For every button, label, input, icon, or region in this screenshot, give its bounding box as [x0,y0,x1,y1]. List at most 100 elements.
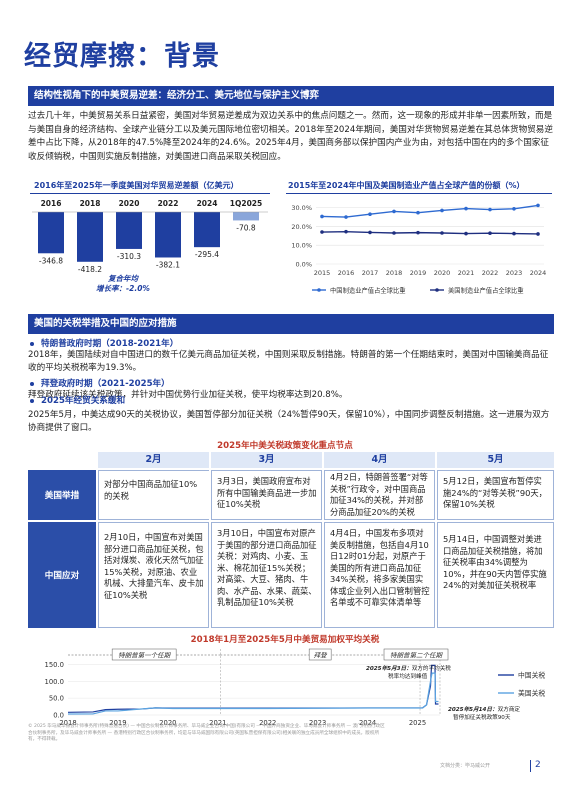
row-head-cn: 中国应对 [28,522,96,628]
bar-2020 [116,212,142,249]
cellbox-us [211,470,322,520]
period-label-1: 拜登 [314,652,329,660]
xtick-2018: 2018 [59,719,76,725]
ytick-label: 150.0 [45,661,64,669]
item3-head: 2025年经贸关系缓和 [30,394,125,406]
chart-left-rule [30,193,270,194]
cn-may: 5月14日，中国调整对美进口商品加征关税措施，将加征关税率由34%调整为10%，… [443,534,547,590]
chart-left-title: 2016年至2025年一季度美国对华贸易逆差额（亿美元） [34,181,239,190]
annotation-pause-2: 暂停加征关税政策90天 [453,713,511,721]
bar-value-2020: -310.3 [117,252,141,261]
bar-category-2024: 2024 [197,199,218,208]
xtick-2018: 2018 [386,269,403,277]
bar-value-1Q2025: -70.8 [236,223,256,232]
series-line-0 [321,204,539,218]
cn-mar: 3月10日，中国宣布对原产于美国的部分进口商品加征关税：对鸡肉、小麦、玉米、棉花… [217,528,317,607]
chart-right-title: 2015年至2024年中国及美国制造业产值占全球产值的份额（%） [288,181,525,190]
series-point [488,231,492,235]
series-point [416,230,420,235]
period-box-2 [383,648,449,661]
cn-apr: 4月4日，中国发布多项对美反制措施，包括自4月10日12时01分起，对原产于美国… [330,528,430,607]
chart3-title: 2018年1月至2025年5月中美贸易加权平均关税 [190,635,380,645]
series-line-1 [321,230,539,235]
tariff-line-1 [67,672,439,715]
period-box-1 [308,648,332,661]
bar-value-2018: -418.2 [78,265,102,274]
series-point [440,231,444,235]
footnote: © 2025 毕马威华振会计师事务所(特殊普通合伙) — 中国合伙制会计师事务所… [28,724,385,742]
table-header-may: 5月 [437,452,554,468]
bar-category-2018: 2018 [80,199,101,208]
source-label: 文档分类：毕马威公开 [440,763,491,769]
xtick-2017: 2017 [362,269,379,277]
section2-heading: 美国的关税举措及中国的应对措施 [28,314,554,334]
cellbox-us [98,470,209,520]
cn-feb: 2月10日，中国宣布对美国部分进口商品加征关税，包括对煤炭、液化天然气加征15%… [104,532,204,600]
chart-manufacturing-share: 0.0% 10.0% 20.0% 30.0% 2015 2016 2017 2018 2019 2… [291,203,547,295]
policy-table: 2月 3月 4月 5月 美国举措 中国应对 对部分中国商品加征10%的关税 3月… [28,452,554,628]
annotation-peak-2: 税率均达到峰值 [388,672,428,680]
legend-marker-0 [317,288,321,292]
bar-2016 [38,212,64,254]
legend-label-0: 中国制造业产值占全球比重 [330,286,406,295]
page-number: 2 [535,760,541,770]
page-title: 经贸摩擦：背景 [24,41,220,72]
bullet-dot [30,398,34,403]
bar-2024 [194,212,220,248]
cellbox-cn [324,522,435,628]
cellbox-us [437,470,554,520]
ytick-label: 10.0% [291,242,312,250]
tariff-line-0 [67,664,439,713]
chart-right-rule [286,193,552,194]
series-point [344,215,348,219]
bullet-dot [30,341,34,346]
bar-value-2024: -295.4 [195,250,219,259]
page-divider [530,760,531,772]
series-point [392,231,396,235]
table-header-mar: 3月 [211,452,322,468]
xtick-2016: 2016 [338,269,355,277]
xtick-2024: 2024 [530,269,547,277]
bar-category-1Q2025: 1Q2025 [230,199,262,208]
item2-head: 拜登政府时期（2021-2025年） [30,377,170,389]
legend-label-1: 美国关税 [518,689,545,698]
item1-head-text: 特朗普政府时期（2018-2021年） [41,339,179,349]
xtick-2023: 2023 [309,719,326,725]
annotation-peak: 2025年5月3日：双方的平均关税 [366,664,451,672]
bar-2018 [77,212,103,262]
cagr-label-2: 增长率：-2.0% [96,284,150,293]
section1-paragraph: 过去几十年，中美贸易关系日益紧密，美国对华贸易逆差成为双边关系中的焦点问题之一。… [28,111,553,162]
bullet-dot [30,381,34,386]
bar-category-2020: 2020 [119,199,140,208]
table-header-feb: 2月 [98,452,209,468]
legend-label-0: 中国关税 [518,671,545,680]
series-point [488,207,492,212]
item1-text: 2018年，美国陆续对自中国进口的数千亿美元商品加征关税，中国则采取反制措施。特… [28,350,549,373]
item2-text: 拜登政府延续该关税政策，并针对中国优势行业加征关税，使平均税率达到20.8%。 [28,390,348,400]
cellbox-cn [211,522,322,628]
cagr-label-1: 复合年均 [107,274,139,283]
cellbox-us [324,470,435,520]
xtick-2025: 2025 [409,719,426,725]
item3-head-text: 2025年经贸关系缓和 [41,396,126,406]
xtick-2015: 2015 [314,269,331,277]
series-point [512,231,516,236]
cellbox-cn [437,522,554,628]
period-label-2: 特朗普第二个任期 [390,652,444,660]
section1-heading: 结构性视角下的中美贸易逆差：经济分工、美元地位与保护主义博弈 [28,86,554,106]
section1-heading-text: 结构性视角下的中美贸易逆差：经济分工、美元地位与保护主义博弈 [34,90,320,101]
series-point [536,232,540,236]
us-may: 5月12日，美国宣布暂停实施24%的“对等关税”90天，保留10%关税 [443,476,547,509]
series-point [464,206,468,211]
chart-tariffs: 0.0 50.0 100.0 150.0 2018 2019 2020 2021 2022 202… [45,648,545,725]
ytick-label: 100.0 [45,678,64,686]
table-title: 2025年中美关税政策变化重点节点 [217,441,353,451]
series-point [368,212,372,217]
ytick-label: 0.0 [53,712,64,720]
series-point [536,203,540,208]
bar-2022 [155,212,181,258]
xtick-2020: 2020 [434,269,451,277]
xtick-2020: 2020 [159,719,176,725]
us-mar: 3月3日，美国政府宣布对所有中国输美商品进一步加征10%关税 [217,476,317,509]
series-point [464,231,468,236]
